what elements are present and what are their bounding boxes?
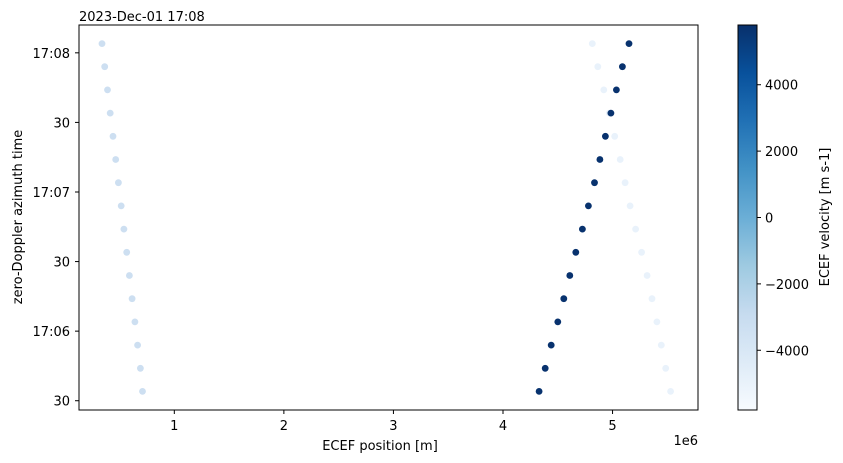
x-tick-label: 2 [280, 419, 288, 434]
data-point [117, 202, 125, 210]
plot-frame [78, 24, 699, 411]
y-tick-label: 17:08 [33, 47, 70, 62]
data-point [128, 295, 136, 303]
corner-date-label: 2023-Dec-01 17:08 [79, 10, 205, 25]
y-axis-label: zero-Doppler azimuth time [11, 130, 26, 304]
colorbar-tick-label: 2000 [765, 145, 798, 160]
data-point [662, 364, 670, 372]
y-tick-label: 30 [53, 256, 70, 271]
data-point [547, 341, 555, 349]
data-point [611, 132, 619, 140]
x-tick-label: 5 [608, 419, 616, 434]
y-tick-label: 17:07 [33, 186, 70, 201]
data-point [137, 364, 144, 372]
y-tick-label: 17:06 [33, 325, 70, 340]
colorbar-tick-label: 0 [765, 212, 773, 227]
data-point [657, 341, 665, 349]
data-point [653, 318, 661, 326]
data-point [638, 248, 645, 256]
data-point [648, 295, 656, 303]
data-point [106, 109, 114, 117]
data-point [541, 364, 549, 372]
colorbar [737, 24, 758, 411]
data-point [112, 156, 120, 163]
data-point [594, 63, 602, 71]
y-tick-label: 30 [53, 395, 70, 410]
data-point [588, 40, 596, 47]
data-point [626, 202, 634, 210]
colorbar-tick-label: 4000 [765, 79, 798, 94]
data-point [643, 272, 651, 279]
x-axis-label: ECEF position [m] [322, 439, 438, 454]
colorbar-tick-label: −2000 [765, 278, 809, 293]
data-point [109, 132, 117, 140]
data-point [98, 40, 106, 47]
data-point [554, 318, 562, 326]
colorbar-label: ECEF velocity [m s-1] [818, 148, 833, 287]
y-tick-label: 30 [53, 116, 70, 131]
data-point [139, 388, 146, 395]
data-point [572, 248, 580, 256]
data-point [101, 63, 109, 71]
y-axis: 30 17:06 30 17:07 30 17:08 [33, 47, 79, 410]
data-point [613, 86, 620, 94]
data-point [621, 179, 629, 187]
data-point [131, 318, 139, 326]
data-point [585, 202, 592, 210]
x-axis: 1 2 3 4 5 [170, 410, 617, 434]
scatter-points [98, 40, 674, 395]
x-tick-label: 4 [499, 419, 507, 434]
x-offset-label: 1e6 [673, 434, 698, 449]
data-point [560, 295, 568, 303]
data-point [566, 272, 574, 279]
colorbar-axis: −4000 −2000 0 2000 4000 [757, 79, 809, 359]
data-point [579, 225, 586, 233]
data-point [125, 272, 133, 279]
data-point [632, 225, 639, 233]
data-point [607, 109, 615, 117]
x-tick-label: 1 [170, 419, 178, 434]
data-point [619, 63, 626, 71]
data-point [600, 86, 608, 94]
data-point [123, 248, 131, 256]
x-tick-label: 3 [389, 419, 397, 434]
data-point [596, 156, 604, 163]
data-point [104, 86, 111, 94]
colorbar-tick-label: −4000 [765, 344, 809, 359]
data-point [115, 179, 122, 187]
data-point [625, 40, 633, 47]
data-point [591, 179, 598, 187]
data-point [134, 341, 142, 349]
data-point [616, 156, 624, 163]
data-point [120, 225, 128, 233]
data-point [602, 132, 609, 140]
data-point [667, 388, 674, 395]
data-point [535, 388, 543, 395]
